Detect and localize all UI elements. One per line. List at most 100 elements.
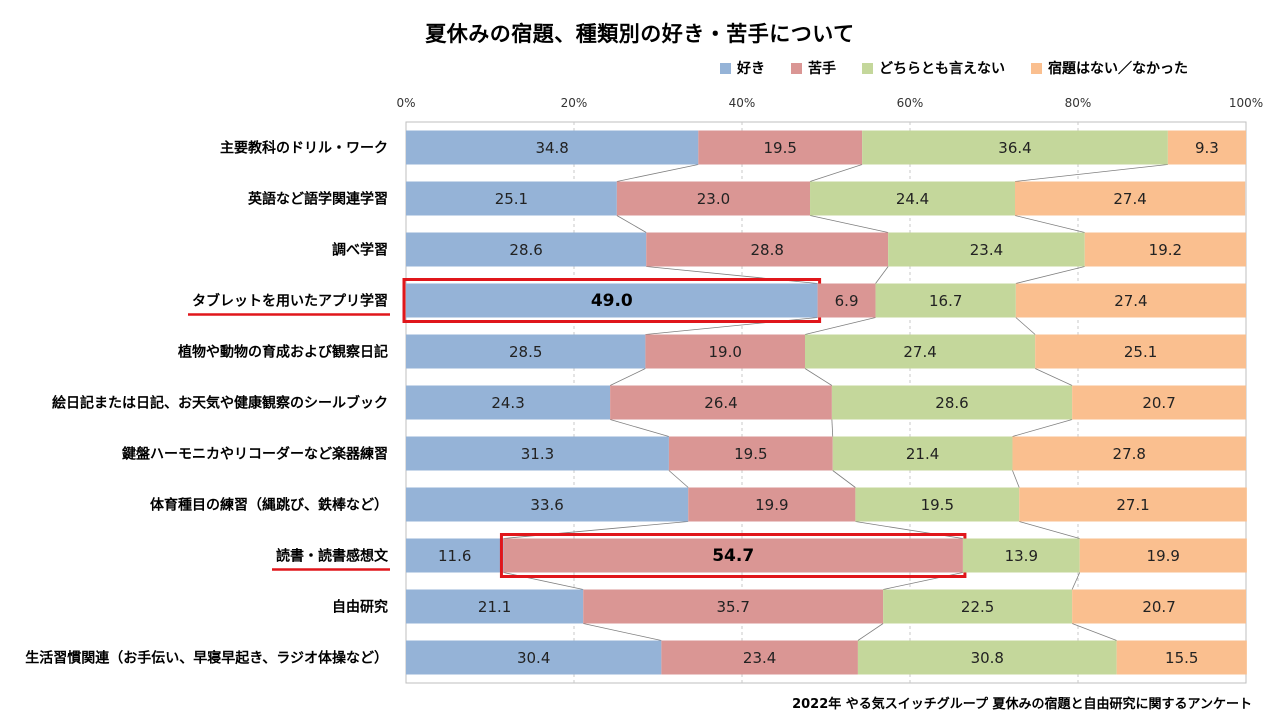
data-label: 54.7 bbox=[712, 546, 754, 566]
bar-segment bbox=[406, 334, 646, 369]
series-connector-line bbox=[875, 266, 889, 284]
bar-segment bbox=[698, 130, 863, 165]
bar-segment bbox=[616, 181, 811, 216]
series-connector-line bbox=[1019, 521, 1080, 539]
data-label: 22.5 bbox=[961, 598, 994, 616]
bar-segment bbox=[503, 538, 963, 573]
bar-segment bbox=[832, 436, 1013, 471]
data-label: 19.0 bbox=[708, 343, 741, 361]
x-tick-label: 60% bbox=[897, 96, 924, 110]
data-label: 21.4 bbox=[906, 445, 939, 463]
category-label: 植物や動物の育成および観察日記 bbox=[177, 344, 388, 361]
data-label: 11.6 bbox=[438, 547, 471, 565]
data-label: 31.3 bbox=[521, 445, 554, 463]
legend-swatch-none bbox=[1031, 62, 1042, 74]
data-label: 30.4 bbox=[517, 649, 550, 667]
legend-swatch-neutral bbox=[862, 62, 873, 74]
bar-segment bbox=[406, 181, 617, 216]
bar-segment bbox=[1019, 487, 1247, 522]
category-label: 絵日記または日記、お天気や健康観察のシールブック bbox=[52, 395, 388, 412]
data-label: 27.8 bbox=[1113, 445, 1146, 463]
series-connector-line bbox=[1015, 317, 1036, 335]
bar-segment bbox=[862, 130, 1168, 165]
bar-segment bbox=[810, 181, 1015, 216]
bar-segment bbox=[668, 436, 833, 471]
series-connector-line bbox=[1014, 215, 1085, 233]
data-label: 24.4 bbox=[896, 190, 929, 208]
series-connector-line bbox=[583, 623, 662, 641]
legend-item-none: 宿題はない／なかった bbox=[1031, 58, 1188, 78]
bar-segment bbox=[817, 283, 876, 318]
legend-item-dislike: 苦手 bbox=[791, 58, 836, 78]
legend-swatch-dislike bbox=[791, 62, 802, 74]
series-connector-line bbox=[616, 164, 699, 182]
bar-segment bbox=[661, 640, 858, 675]
category-label: 生活習慣関連（お手伝い、早寝早起き、ラジオ体操など） bbox=[25, 650, 388, 667]
data-label: 23.4 bbox=[970, 241, 1003, 259]
x-tick-label: 0% bbox=[396, 96, 415, 110]
legend-swatch-like bbox=[720, 62, 731, 74]
data-label: 30.8 bbox=[971, 649, 1004, 667]
series-connector-line bbox=[609, 368, 646, 386]
category-label: 主要教科のドリル・ワーク bbox=[220, 140, 388, 157]
bar-segment bbox=[855, 487, 1020, 522]
bar-segment bbox=[406, 385, 611, 420]
legend-label-none: 宿題はない／なかった bbox=[1048, 61, 1188, 77]
data-label: 20.7 bbox=[1142, 598, 1175, 616]
series-connector-line bbox=[1014, 164, 1168, 182]
bar-segment bbox=[610, 385, 832, 420]
bar-segment bbox=[888, 232, 1085, 267]
series-connector-line bbox=[857, 623, 884, 641]
data-label: 16.7 bbox=[929, 292, 962, 310]
category-label: 英語など語学関連学習 bbox=[247, 191, 388, 208]
bar-segment bbox=[688, 487, 856, 522]
bar-segment bbox=[406, 589, 584, 624]
data-label: 19.5 bbox=[921, 496, 954, 514]
bar-segment bbox=[883, 589, 1073, 624]
data-label: 21.1 bbox=[478, 598, 511, 616]
bar-segment bbox=[406, 283, 818, 318]
series-connector-line bbox=[1071, 623, 1117, 641]
bar-segment bbox=[1015, 283, 1246, 318]
bar-segment bbox=[875, 283, 1016, 318]
data-label: 19.5 bbox=[734, 445, 767, 463]
legend-item-like: 好き bbox=[720, 58, 765, 78]
series-connector-line bbox=[1034, 368, 1073, 386]
data-label: 23.0 bbox=[697, 190, 730, 208]
data-label: 19.2 bbox=[1149, 241, 1182, 259]
category-label: 自由研究 bbox=[332, 599, 388, 616]
data-label: 20.7 bbox=[1142, 394, 1175, 412]
category-label: 体育種目の練習（縄跳び、鉄棒など） bbox=[150, 497, 388, 514]
data-label: 27.4 bbox=[903, 343, 936, 361]
series-connector-line bbox=[610, 419, 670, 437]
category-label: 読書・読書感想文 bbox=[276, 548, 389, 565]
data-label: 15.5 bbox=[1165, 649, 1198, 667]
data-label: 23.4 bbox=[743, 649, 776, 667]
data-label: 33.6 bbox=[530, 496, 563, 514]
bar-segment bbox=[1116, 640, 1247, 675]
data-label: 25.1 bbox=[495, 190, 528, 208]
bar-segment bbox=[857, 640, 1117, 675]
category-label: 調べ学習 bbox=[332, 242, 388, 259]
bar-segment bbox=[1072, 385, 1246, 420]
x-tick-label: 40% bbox=[729, 96, 756, 110]
category-label: タブレットを用いたアプリ学習 bbox=[192, 293, 388, 310]
data-label: 35.7 bbox=[716, 598, 749, 616]
data-label: 6.9 bbox=[835, 292, 859, 310]
data-label: 27.4 bbox=[1113, 190, 1146, 208]
series-connector-line bbox=[804, 368, 833, 386]
series-connector-line bbox=[831, 419, 834, 437]
bar-segment bbox=[1072, 589, 1246, 624]
bar-segment bbox=[1167, 130, 1246, 165]
series-connector-line bbox=[1015, 266, 1085, 284]
data-label: 27.4 bbox=[1114, 292, 1147, 310]
data-label: 26.4 bbox=[704, 394, 737, 412]
bar-segment bbox=[1079, 538, 1247, 573]
series-connector-line bbox=[1071, 572, 1081, 590]
bar-segment bbox=[645, 334, 805, 369]
legend: 好き 苦手 どちらとも言えない 宿題はない／なかった bbox=[720, 58, 1214, 78]
series-connector-line bbox=[1012, 470, 1020, 488]
bar-segment bbox=[831, 385, 1073, 420]
bar-segment bbox=[805, 334, 1036, 369]
legend-label-like: 好き bbox=[737, 61, 765, 77]
